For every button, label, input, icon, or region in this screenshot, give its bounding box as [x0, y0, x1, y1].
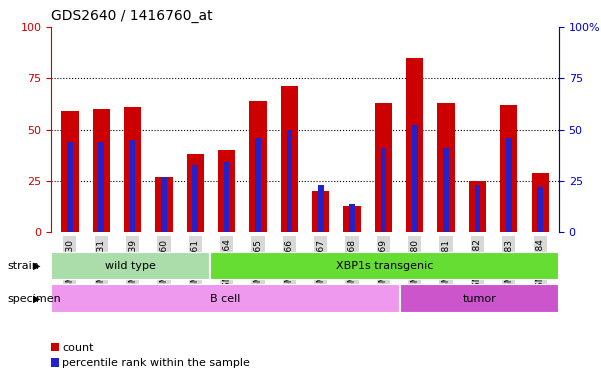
Text: specimen: specimen — [7, 293, 61, 304]
Bar — [380, 148, 386, 232]
Bar — [406, 58, 423, 232]
Text: strain: strain — [7, 261, 39, 271]
Text: ▶: ▶ — [33, 293, 40, 304]
Bar — [287, 129, 292, 232]
Bar — [475, 185, 480, 232]
Bar — [187, 154, 204, 232]
Bar — [99, 142, 104, 232]
Bar — [218, 150, 235, 232]
Text: wild type: wild type — [105, 261, 156, 271]
Bar — [249, 101, 267, 232]
Bar — [192, 164, 198, 232]
Bar — [93, 109, 110, 232]
Bar — [500, 105, 517, 232]
Bar — [67, 142, 73, 232]
Bar — [130, 140, 135, 232]
Bar — [255, 138, 261, 232]
Bar — [531, 173, 549, 232]
Bar — [444, 148, 449, 232]
Bar — [412, 126, 418, 232]
Text: XBP1s transgenic: XBP1s transgenic — [336, 261, 433, 271]
Text: B cell: B cell — [210, 293, 241, 304]
Bar — [375, 103, 392, 232]
Text: count: count — [62, 343, 93, 353]
Bar — [281, 86, 298, 232]
Text: tumor: tumor — [463, 293, 496, 304]
Bar — [210, 252, 559, 280]
Text: GDS2640 / 1416760_at: GDS2640 / 1416760_at — [51, 9, 213, 23]
Bar — [51, 252, 210, 280]
Bar — [312, 191, 329, 232]
Bar — [124, 107, 141, 232]
Bar — [506, 138, 511, 232]
Bar — [469, 181, 486, 232]
Bar — [61, 111, 79, 232]
Bar — [318, 185, 323, 232]
Text: percentile rank within the sample: percentile rank within the sample — [62, 358, 250, 368]
Bar — [438, 103, 455, 232]
Bar — [400, 284, 559, 313]
Bar — [224, 162, 230, 232]
Bar — [537, 187, 543, 232]
Bar — [349, 204, 355, 232]
Text: ▶: ▶ — [33, 261, 40, 271]
Bar — [343, 205, 361, 232]
Bar — [155, 177, 172, 232]
Bar — [51, 284, 400, 313]
Bar — [161, 177, 166, 232]
